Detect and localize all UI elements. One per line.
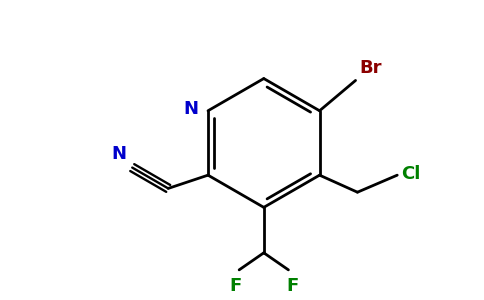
Text: F: F	[229, 278, 242, 296]
Text: N: N	[183, 100, 198, 118]
Text: Br: Br	[359, 59, 382, 77]
Text: Cl: Cl	[401, 165, 421, 183]
Text: F: F	[286, 278, 298, 296]
Text: N: N	[111, 145, 126, 163]
